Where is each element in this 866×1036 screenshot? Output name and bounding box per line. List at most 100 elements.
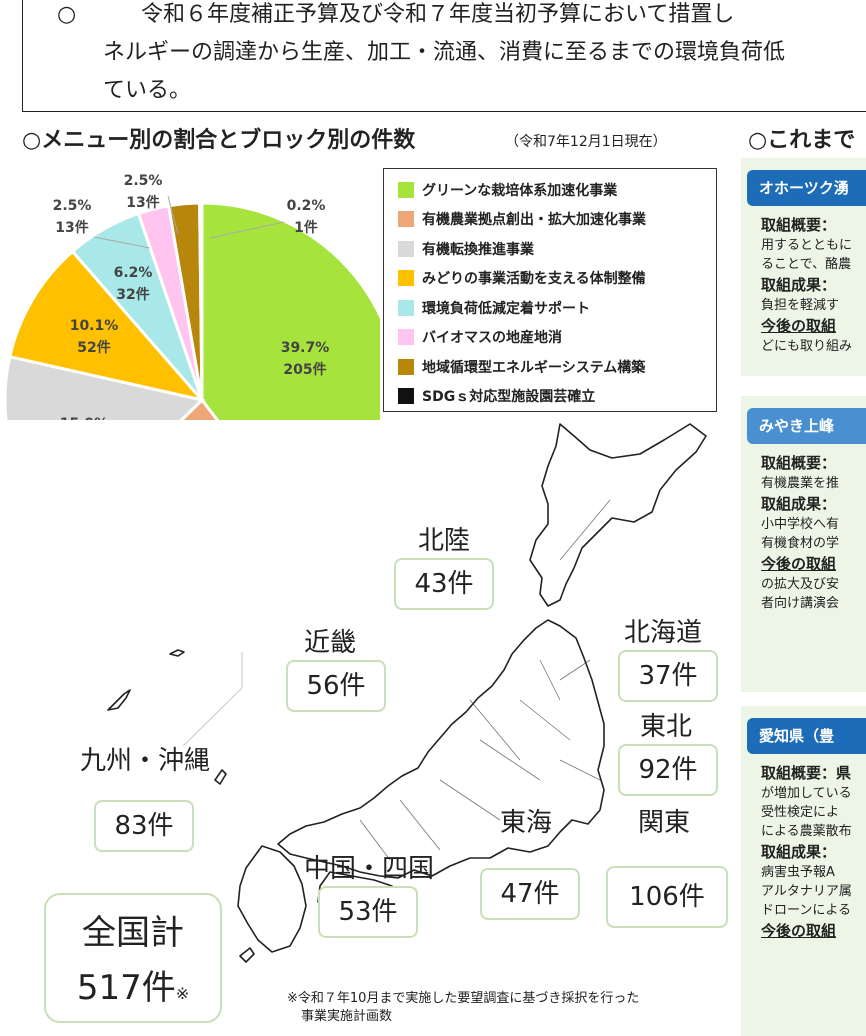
- kyushu-shape: [237, 845, 307, 953]
- region-label-hokuriku: 北陸: [418, 526, 471, 556]
- legend-swatch: [398, 240, 414, 257]
- case-card-1: オホーツク湧 取組概要： 用するとともに ることで、酪農 取組成果： 負担を軽減す 今後の…: [741, 158, 866, 376]
- pie-count-label-7: 13件: [126, 194, 159, 211]
- case-card-body: 取組概要：県 が増加している 受性検定によ による農薬散布 取組成果： 病害虫予報A アルタ…: [741, 754, 866, 942]
- case-card-line: 取組概要：県: [761, 764, 852, 782]
- region-label-kyushu-okinawa: 九州・沖縄: [80, 746, 211, 776]
- case-card-3: 愛知県（豊 取組概要：県 が増加している 受性検定によ による農薬散布 取組成果： 病害虫…: [741, 706, 866, 1036]
- legend-label: 有機農業拠点創出・拡大加速化事業: [422, 212, 646, 229]
- legend-item-8: SDGｓ対応型施設園芸確立: [398, 382, 716, 412]
- case-card-line: ドローンによる: [761, 903, 851, 918]
- legend-label: バイオマスの地産地消: [422, 330, 562, 347]
- case-card-line: 小中学校へ有: [761, 517, 840, 532]
- legend-item-3: 有機転換推進事業: [398, 234, 716, 264]
- case-card-title: オホーツク湧: [747, 170, 866, 206]
- pie-count-label-1: 205件: [283, 361, 326, 378]
- leader-line-3: [209, 221, 285, 239]
- region-count-hokkaido: 37件: [618, 650, 718, 702]
- leader-line-2: [167, 195, 179, 235]
- total-note-mark: ※: [175, 984, 190, 1003]
- region-count-tohoku: 92件: [618, 744, 718, 796]
- chart-legend: グリーンな栽培体系加速化事業有機農業拠点創出・拡大加速化事業有機転換推進事業みど…: [383, 168, 717, 412]
- region-count-kyushu-okinawa: 83件: [94, 800, 194, 852]
- legend-swatch: [398, 181, 414, 198]
- case-card-line: 取組概要：: [761, 216, 837, 234]
- legend-label: 環境負荷低減定着サポート: [422, 300, 590, 317]
- pie-slice-8: [198, 201, 204, 401]
- intro-line-3: ている。: [103, 78, 192, 103]
- case-card-line: 者向け講演会: [761, 596, 840, 611]
- legend-item-1: グリーンな栽培体系加速化事業: [398, 175, 716, 205]
- case-card-line: 用するとともに: [761, 238, 853, 253]
- pie-count-label-4: 52件: [77, 339, 110, 356]
- legend-swatch: [398, 388, 414, 405]
- okinawa-island: [107, 689, 131, 711]
- pie-percent-label-3: 15.9%: [60, 416, 109, 420]
- footnote-line-2: 事業実施計画数: [301, 1009, 393, 1024]
- region-count-tokai: 47件: [480, 868, 580, 920]
- case-card-line: 今後の取組: [761, 555, 837, 573]
- region-label-hokkaido: 北海道: [624, 618, 703, 648]
- pie-percent-label-4: 10.1%: [70, 318, 119, 334]
- intro-text-1: 令和６年度補正予算及び令和７年度当初予算において措置し: [141, 2, 735, 27]
- menu-pie-chart: 39.7%205件23.0%119件15.9%82件10.1%52件6.2%32…: [3, 173, 380, 420]
- region-count-kinki: 56件: [286, 660, 386, 712]
- legend-item-6: バイオマスの地産地消: [398, 323, 716, 353]
- pie-percent-label-6: 2.5%: [53, 198, 92, 214]
- region-label-kanto: 関東: [638, 808, 691, 838]
- footnote: ※令和７年10月まで実施した要望調査に基づき採択を行った 事業実施計画数: [287, 990, 727, 1026]
- island-small: [169, 649, 185, 657]
- legend-item-5: 環境負荷低減定着サポート: [398, 293, 716, 323]
- region-count-hokuriku: 43件: [394, 558, 494, 610]
- section-title-cases: ○これまで: [748, 128, 856, 153]
- case-card-line: の拡大及び安: [761, 577, 840, 592]
- hokkaido-shape: [529, 423, 707, 607]
- case-card-line: ることで、酪農: [761, 257, 852, 272]
- legend-label: SDGｓ対応型施設園芸確立: [422, 389, 596, 406]
- case-card-line: 今後の取組: [761, 922, 837, 940]
- japan-map: [107, 423, 707, 963]
- legend-swatch: [398, 299, 414, 316]
- case-card-title: 愛知県（豊: [747, 718, 866, 754]
- legend-label: 地域循環型エネルギーシステム構築: [422, 359, 646, 376]
- footnote-line-1: ※令和７年10月まで実施した要望調査に基づき採択を行った: [287, 991, 640, 1006]
- pie-count-label-8: 1件: [294, 219, 318, 236]
- region-label-kinki: 近畿: [304, 628, 357, 658]
- pie-count-label-5: 32件: [116, 286, 149, 303]
- case-card-line: 取組概要：: [761, 454, 837, 472]
- case-card-title: みやき上峰: [747, 408, 866, 444]
- case-card-line: 有機食材の学: [761, 536, 840, 551]
- case-card-line: 受性検定によ: [761, 805, 840, 820]
- region-count-chugoku-shikoku: 53件: [318, 886, 418, 938]
- case-card-body: 取組概要： 有機農業を推 取組成果： 小中学校へ有 有機食材の学 今後の取組 の拡大及び安者…: [741, 444, 866, 613]
- legend-item-7: 地域循環型エネルギーシステム構築: [398, 352, 716, 382]
- national-total-box: 全国計 517件※: [44, 893, 222, 1023]
- pie-slice-2: [179, 397, 220, 420]
- legend-swatch: [398, 358, 414, 375]
- pie-slice-4: [8, 249, 207, 403]
- case-card-line: アルタナリア属: [761, 884, 852, 899]
- case-card-line: どにも取り組み: [761, 339, 853, 354]
- case-card-line: による農薬散布: [761, 824, 852, 839]
- pie-percent-label-7: 2.5%: [124, 173, 163, 189]
- total-value-line: 517件※: [46, 960, 220, 1009]
- case-card-line: 取組成果：: [761, 276, 837, 294]
- pie-slice-1: [200, 201, 380, 420]
- legend-swatch: [398, 270, 414, 287]
- case-card-line: 今後の取組: [761, 317, 837, 335]
- legend-label: グリーンな栽培体系加速化事業: [422, 182, 618, 199]
- island-small-3: [239, 947, 255, 963]
- case-card-body: 取組概要： 用するとともに ることで、酪農 取組成果： 負担を軽減す 今後の取組 どにも取り…: [741, 206, 866, 356]
- intro-bullet: ○: [57, 2, 77, 27]
- region-label-tohoku: 東北: [640, 712, 693, 742]
- case-card-2: みやき上峰 取組概要： 有機農業を推 取組成果： 小中学校へ有 有機食材の学 今後の取組の…: [741, 396, 866, 692]
- legend-label: みどりの事業活動を支える体制整備: [422, 271, 646, 288]
- region-label-chugoku-shikoku: 中国・四国: [304, 854, 435, 884]
- region-count-kanto: 106件: [606, 866, 728, 928]
- pie-percent-label-1: 39.7%: [281, 340, 330, 356]
- case-card-line: 有機農業を推: [761, 476, 840, 491]
- section-title-menu: ○メニュー別の割合とブロック別の件数: [22, 128, 416, 153]
- honshu-shape: [277, 619, 605, 879]
- leader-line-1: [93, 236, 151, 249]
- pie-slice-3: [3, 354, 206, 420]
